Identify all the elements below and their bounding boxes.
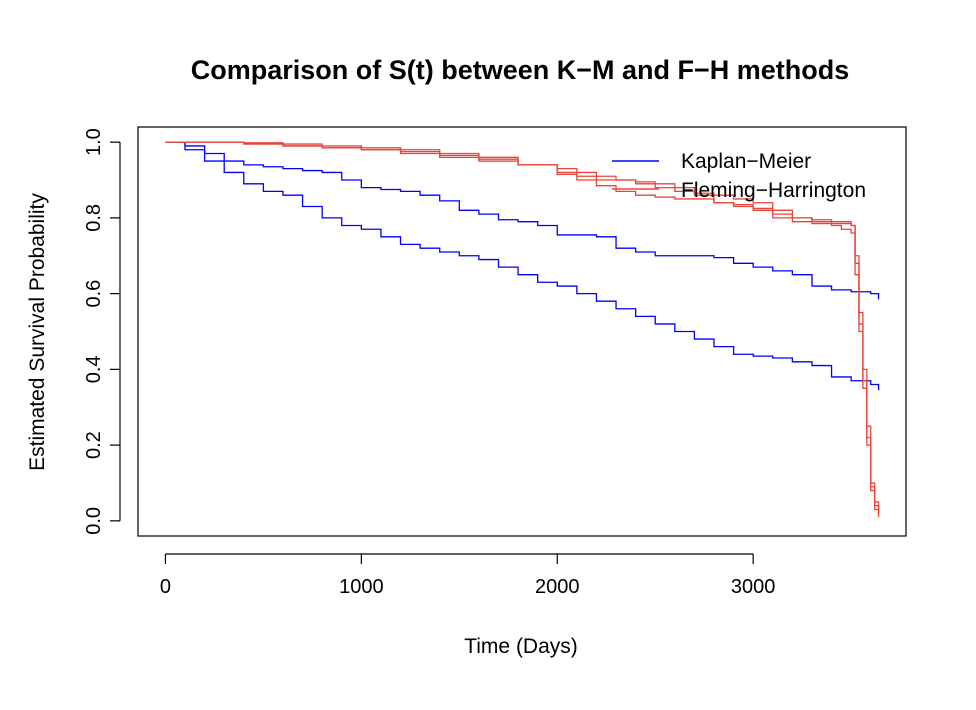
series-layer — [165, 141, 880, 518]
survival-curve-4 — [165, 141, 880, 514]
survival-curve-0 — [165, 141, 880, 300]
x-axis-label: Time (Days) — [464, 635, 578, 658]
y-tick-label: 0.4 — [83, 355, 105, 383]
x-tick-label: 2000 — [535, 576, 580, 598]
y-tick-label: 0.8 — [83, 204, 105, 232]
y-tick-label: 0.0 — [83, 507, 105, 535]
x-tick-label: 3000 — [731, 576, 776, 598]
y-axis: 0.0 0.2 0.4 0.6 0.8 1.0 — [83, 128, 121, 535]
x-axis: 0 1000 2000 3000 — [160, 553, 776, 598]
plot-frame — [137, 126, 907, 537]
legend-label-fleming-harrington: Fleming−Harrington — [681, 179, 866, 202]
survival-curve-1 — [165, 141, 880, 391]
y-tick-label: 1.0 — [83, 128, 105, 156]
legend: Kaplan−Meier Fleming−Harrington — [612, 150, 866, 202]
x-tick-label: 0 — [160, 576, 171, 598]
y-tick-label: 0.6 — [83, 280, 105, 308]
y-tick-label: 0.2 — [83, 431, 105, 459]
legend-label-kaplan-meier: Kaplan−Meier — [681, 150, 811, 173]
chart-title: Comparison of S(t) between K−M and F−H m… — [191, 55, 850, 85]
y-axis-label: Estimated Survival Probability — [26, 193, 49, 471]
x-tick-label: 1000 — [339, 576, 384, 598]
